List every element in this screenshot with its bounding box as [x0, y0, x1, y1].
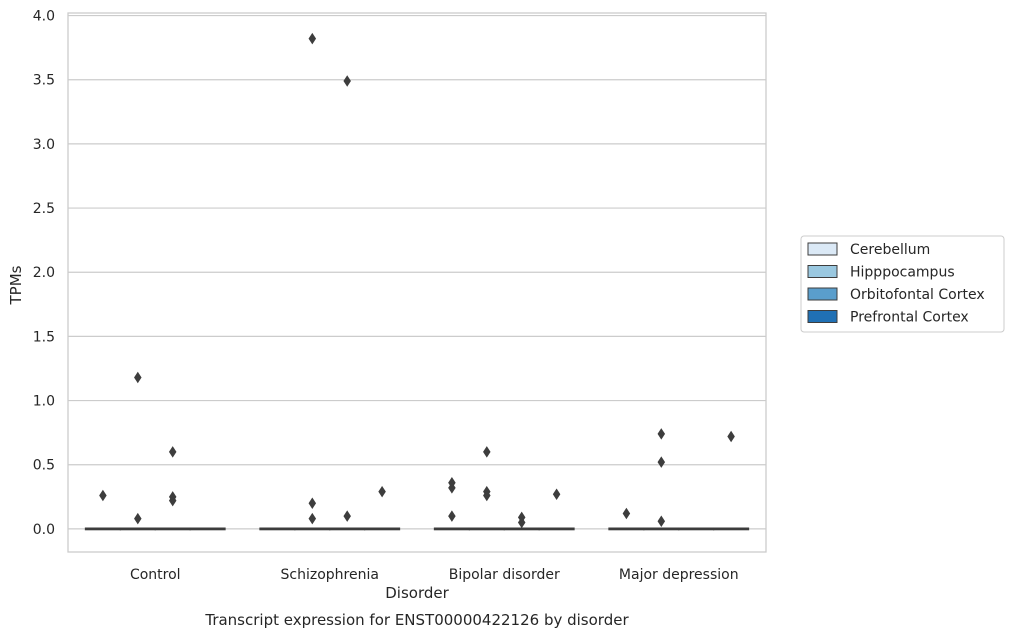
- outlier-points: [99, 32, 735, 529]
- outlier-point: [657, 428, 666, 440]
- legend: Cerebellum Hipppocampus Orbitofontal Corte…: [800, 235, 1005, 333]
- y-tick-label: 3.5: [33, 73, 55, 89]
- outlier-point: [343, 75, 351, 87]
- outlier-point: [483, 489, 491, 502]
- outlier-point: [727, 430, 735, 443]
- y-tick-label: 2.0: [33, 265, 55, 281]
- outlier-point: [657, 456, 666, 468]
- y-tick-label: 3.0: [33, 137, 55, 153]
- plot-frame: [67, 12, 767, 553]
- y-tick-label: 1.0: [33, 394, 55, 410]
- y-tick-label: 0.5: [33, 458, 55, 474]
- y-axis-label: TPMs: [7, 265, 25, 305]
- boxes: [84, 527, 750, 531]
- x-tick-labels: Control Schizophrenia Bipolar disorder Majo…: [130, 567, 739, 583]
- outlier-point: [168, 494, 177, 507]
- outlier-point: [99, 489, 107, 502]
- outlier-point: [168, 446, 177, 458]
- outlier-point: [343, 510, 351, 522]
- x-tick-label: Bipolar disorder: [449, 567, 560, 583]
- y-tick-label: 4.0: [33, 9, 55, 25]
- outlier-point: [483, 446, 491, 458]
- legend-label: Cerebellum: [850, 242, 930, 258]
- legend-swatch: [807, 265, 838, 278]
- outlier-point: [308, 497, 317, 509]
- legend-label: Prefrontal Cortex: [850, 310, 969, 326]
- outlier-point: [622, 507, 631, 520]
- legend-frame: [800, 235, 1005, 333]
- outlier-point: [134, 371, 142, 384]
- legend-label: Orbitofontal Cortex: [850, 287, 985, 303]
- y-tick-label: 0.0: [33, 522, 55, 538]
- outlier-point: [448, 476, 456, 489]
- legend-swatch: [807, 242, 838, 256]
- legend-label: Hipppocampus: [850, 265, 955, 281]
- x-tick-label: Schizophrenia: [281, 567, 379, 583]
- x-axis-label: Disorder: [385, 584, 449, 602]
- outlier-point: [657, 515, 666, 527]
- y-tick-labels: 0.0 0.5 1.0 1.5 2.0 2.5 3.0 3.5 4.0: [33, 9, 55, 538]
- outlier-point: [448, 510, 456, 522]
- y-tick-label: 2.5: [33, 201, 55, 217]
- outlier-point: [134, 512, 142, 525]
- legend-swatch: [807, 310, 838, 323]
- chart-title: Transcript expression for ENST0000042212…: [204, 611, 629, 629]
- gridlines: [68, 14, 766, 530]
- x-tick-label: Major depression: [619, 567, 739, 583]
- outlier-point: [378, 485, 386, 498]
- outlier-point: [308, 32, 317, 45]
- plot-background: [68, 13, 766, 552]
- y-tick-label: 1.5: [33, 329, 55, 345]
- outlier-point: [308, 512, 317, 525]
- legend-swatch: [807, 287, 838, 301]
- outlier-point: [517, 516, 526, 529]
- x-tick-label: Control: [130, 567, 181, 583]
- outlier-point: [552, 488, 561, 500]
